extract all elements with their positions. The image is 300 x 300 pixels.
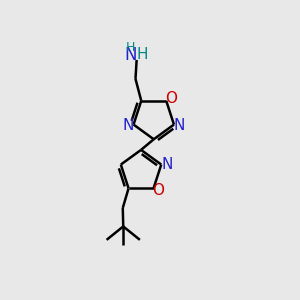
- Text: H: H: [137, 47, 148, 62]
- Text: O: O: [152, 183, 164, 198]
- Text: H: H: [126, 41, 136, 54]
- Text: N: N: [161, 157, 172, 172]
- Text: N: N: [173, 118, 185, 133]
- Text: N: N: [123, 118, 134, 133]
- Text: O: O: [165, 91, 177, 106]
- Text: N: N: [124, 46, 137, 64]
